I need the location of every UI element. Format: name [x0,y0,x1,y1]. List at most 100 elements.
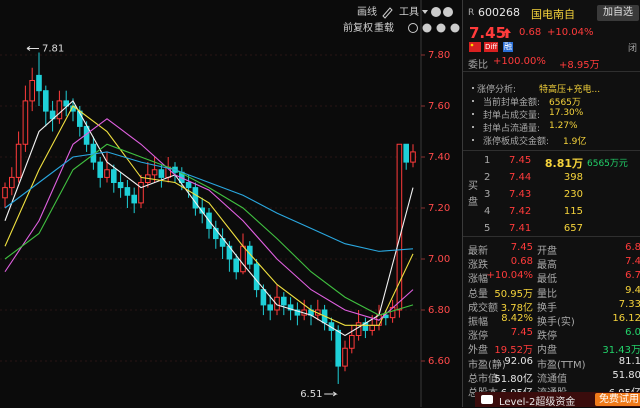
stat-value: 6.8 [625,242,640,253]
candle-body [240,245,246,273]
chart-background [0,0,462,407]
high-label: 7.81 [42,43,64,54]
order-ratio-volume: +8.95万 [559,60,600,71]
stats-row: 市盈(静) 92.06 市盈(TTM) 81.1 [463,355,640,371]
moving-average-line [4,118,414,321]
stat-value: 81.1 [618,355,640,367]
stat-value: 50.95万 [494,288,533,300]
candle-body [349,335,355,349]
stat-label: 最低 [537,274,557,286]
adjust-button[interactable]: 前复权 [343,21,373,34]
zoom-in-icon[interactable] [422,23,432,33]
analysis-dot [472,126,474,128]
candle-body [294,309,301,316]
candle-body [185,182,192,189]
candle-body [267,304,273,311]
book-level: 4 [484,206,491,217]
high-arrow [26,46,39,51]
price-change: 0.68 [519,27,542,38]
analysis-dot [472,100,474,102]
stat-value: 51.80 [612,369,640,381]
add-icon[interactable] [443,7,453,17]
stat-label: 市盈(静) [468,359,506,371]
candle-body [369,324,375,331]
settings-icon[interactable] [450,23,460,33]
separator [463,71,640,72]
last-price: 7.45 [469,24,507,42]
quote-panel: R 600268 国电南自 加自选 7.45 0.68 +10.04% Diff… [462,0,640,408]
stats-row: 总量 50.95万 量比 9.4 [463,285,640,300]
help-icon[interactable] [431,7,441,17]
analysis-value: 1.9亿 [563,137,587,147]
stats-row: 涨停 7.45 跌停 6.0 [463,327,640,343]
closed-tag: 闭 [628,44,638,54]
add-watchlist-button[interactable]: 加自选 [597,5,639,21]
candle-body [247,245,253,265]
candle-body [274,296,280,311]
candle-body [56,100,63,120]
separator [463,150,640,151]
candle-body [36,74,42,92]
moving-average-line [4,151,414,252]
stats-row: 最新 7.45 开盘 6.8 [463,242,640,257]
stat-label: 跌停 [537,331,557,343]
stock-name: 国电南自 [531,8,575,21]
candle-body [63,100,70,107]
stat-label: 换手 [537,302,557,314]
candle-body [15,143,22,178]
candle-body [158,169,165,178]
book-price: 7.44 [509,172,532,183]
reload-button[interactable]: 重载 [374,21,394,34]
candle-body [104,169,110,178]
stat-label: 最新 [468,246,488,257]
candle-body [192,187,199,209]
analysis-label: 封单占成交量: [483,111,541,121]
stat-label: 振幅 [468,317,488,328]
moving-average-line [4,143,414,316]
moving-average-line [4,100,414,337]
stat-label: 流通值 [537,373,567,385]
draw-tool[interactable]: 画线 [357,5,377,18]
analysis-label: 封单占流通量: [483,124,541,134]
stat-value: 16.12 [612,313,640,324]
candle-body [43,90,49,112]
low-label: 6.51 [300,389,322,400]
stat-label: 总量 [468,288,488,300]
stat-label: 量比 [537,288,557,300]
book-price: 7.43 [509,189,532,200]
stat-value: 51.80亿 [494,373,533,385]
stat-value: 8.42% [501,313,533,324]
pencil-icon[interactable] [382,7,393,19]
kline-chart: 画线 工具 前复权 重载 7.80 7.60 7.40 7.20 7.00 6.80 6.6… [0,0,462,407]
stats-row: 振幅 8.42% 换手(实) 16.12 [463,313,640,328]
tools-menu[interactable]: 工具 [399,6,419,18]
analysis-value: 6565万 [549,98,581,108]
analysis-value: 1.27% [549,121,578,131]
promo-icon [481,395,493,404]
stat-value: 92.06 [504,355,533,367]
candle-body [97,161,104,178]
order-ratio-label: 委比 [468,60,488,71]
zoom-out-icon[interactable] [436,23,446,33]
stock-code: 600268 [478,6,520,19]
lock-icon[interactable] [408,23,418,33]
stat-label: 最高 [537,260,557,272]
candle-body [403,143,409,163]
candle-body [342,347,348,367]
dropdown-icon[interactable] [422,10,428,14]
free-trial-button[interactable]: 免费试用 [595,393,640,406]
stats-row: 总市值 51.80亿 流通值 51.80 [463,369,640,385]
book-price: 7.41 [509,223,532,234]
candle-body [281,296,287,306]
stat-value: 7.33 [618,298,640,310]
candle-body [151,169,158,176]
stat-label: 换手(实) [537,317,575,328]
diff-tag: Diff [484,42,499,52]
analysis-dot [472,87,474,89]
stat-value: 7.45 [510,242,533,253]
candle-body [117,182,124,189]
moving-average-line [4,105,414,326]
candle-body [287,304,294,311]
stat-label: 内盘 [537,345,557,357]
book-volume: 398 [563,172,583,183]
